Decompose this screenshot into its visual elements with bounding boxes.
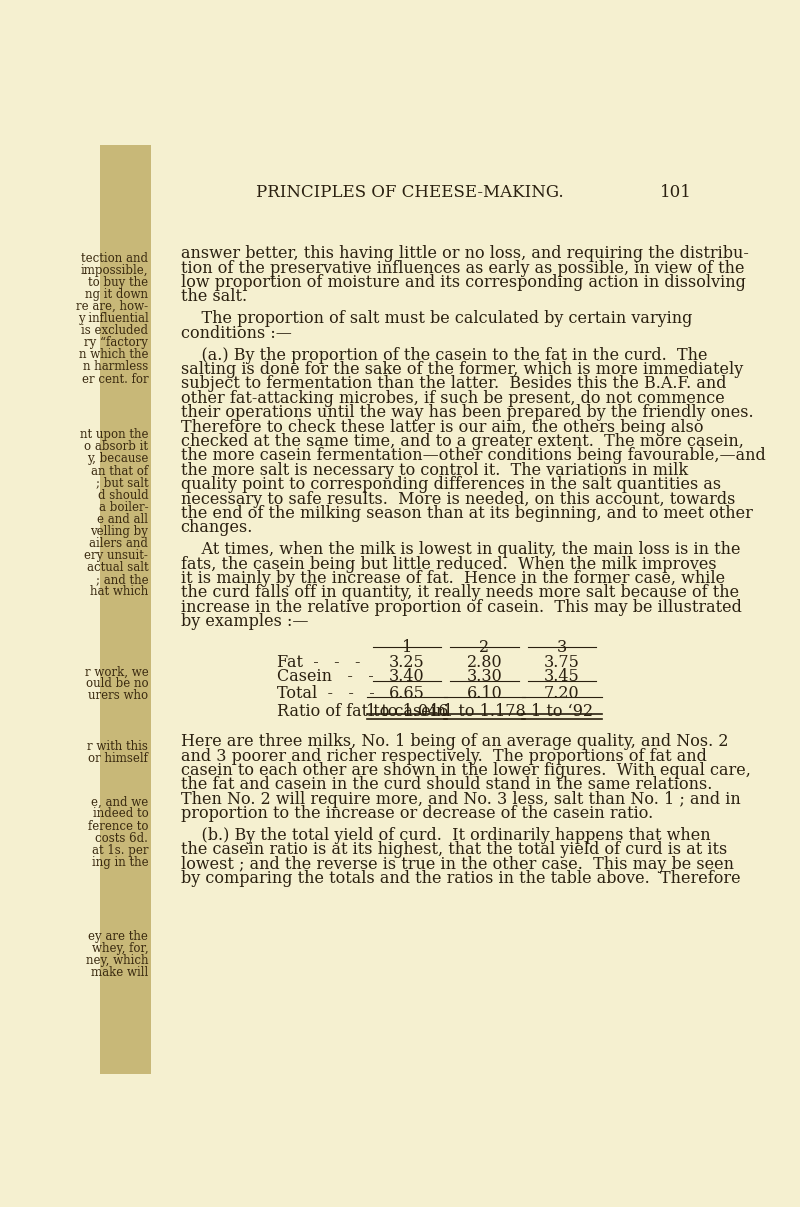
Text: tection and: tection and	[82, 252, 148, 264]
Text: 7.20: 7.20	[544, 684, 580, 702]
Text: 2: 2	[479, 639, 490, 655]
Text: answer better, this having little or no loss, and requiring the distribu-: answer better, this having little or no …	[181, 245, 749, 262]
Text: subject to fermentation than the latter.  Besides this the B.A.F. and: subject to fermentation than the latter.…	[181, 375, 726, 392]
Text: re are, how-: re are, how-	[76, 301, 148, 313]
Text: ry “factory: ry “factory	[85, 337, 148, 349]
Text: velling by: velling by	[90, 525, 148, 538]
Text: 3.45: 3.45	[544, 669, 580, 686]
Text: ould be no: ould be no	[86, 677, 148, 690]
Text: 1 to ‘92: 1 to ‘92	[531, 702, 593, 719]
Text: 6.10: 6.10	[466, 684, 502, 702]
Text: proportion to the increase or decrease of the casein ratio.: proportion to the increase or decrease o…	[181, 805, 653, 822]
Text: actual salt: actual salt	[86, 561, 148, 575]
Text: changes.: changes.	[181, 519, 253, 536]
Text: and 3 poorer and richer respectively.  The proportions of fat and: and 3 poorer and richer respectively. Th…	[181, 747, 706, 764]
Text: 1 to 1.046: 1 to 1.046	[366, 702, 448, 719]
Text: d should: d should	[98, 489, 148, 502]
Text: ; and the: ; and the	[96, 573, 148, 587]
Text: at 1s. per: at 1s. per	[92, 844, 148, 857]
Text: increase in the relative proportion of casein.  This may be illustrated: increase in the relative proportion of c…	[181, 599, 742, 616]
Text: ery unsuit-: ery unsuit-	[85, 549, 148, 562]
Text: Fat  -   -   -: Fat - - -	[277, 654, 360, 671]
Text: Casein   -   -: Casein - -	[277, 669, 374, 686]
Text: the casein ratio is at its highest, that the total yield of curd is at its: the casein ratio is at its highest, that…	[181, 841, 727, 858]
Text: a boiler-: a boiler-	[98, 501, 148, 514]
Text: salting is done for the sake of the former, which is more immediately: salting is done for the sake of the form…	[181, 361, 743, 378]
Text: At times, when the milk is lowest in quality, the main loss is in the: At times, when the milk is lowest in qua…	[181, 541, 740, 558]
Text: n which the: n which the	[78, 349, 148, 361]
Text: the more casein fermentation—other conditions being favourable,—and: the more casein fermentation—other condi…	[181, 448, 766, 465]
Text: 3.25: 3.25	[389, 654, 425, 671]
Text: is excluded: is excluded	[82, 325, 148, 337]
Text: by comparing the totals and the ratios in the table above.  Therefore: by comparing the totals and the ratios i…	[181, 870, 740, 887]
Text: Total  -   -   -: Total - - -	[277, 684, 374, 702]
Text: Then No. 2 will require more, and No. 3 less, salt than No. 1 ; and in: Then No. 2 will require more, and No. 3 …	[181, 791, 740, 807]
Text: 2.80: 2.80	[466, 654, 502, 671]
Text: the curd falls off in quantity, it really needs more salt because of the: the curd falls off in quantity, it reall…	[181, 584, 738, 601]
Text: y, because: y, because	[87, 453, 148, 466]
Text: o absorb it: o absorb it	[84, 441, 148, 454]
Text: y influential: y influential	[78, 313, 148, 325]
Text: their operations until the way has been prepared by the friendly ones.: their operations until the way has been …	[181, 404, 754, 421]
Text: ; but salt: ; but salt	[96, 477, 148, 490]
Text: 3: 3	[557, 639, 567, 655]
Text: 3.30: 3.30	[466, 669, 502, 686]
Text: an that of: an that of	[91, 465, 148, 478]
Text: 6.65: 6.65	[389, 684, 425, 702]
Text: low proportion of moisture and its corresponding action in dissolving: low proportion of moisture and its corre…	[181, 274, 746, 291]
Text: r with this: r with this	[87, 740, 148, 753]
Text: checked at the same time, and to a greater extent.  The more casein,: checked at the same time, and to a great…	[181, 433, 743, 450]
Text: the end of the milking season than at its beginning, and to meet other: the end of the milking season than at it…	[181, 505, 753, 521]
Text: (a.) By the proportion of the casein to the fat in the curd.  The: (a.) By the proportion of the casein to …	[181, 346, 707, 363]
Text: er cent. for: er cent. for	[82, 373, 148, 385]
Text: ailers and: ailers and	[90, 537, 148, 550]
Text: by examples :—: by examples :—	[181, 613, 308, 630]
Text: 1 to 1.178: 1 to 1.178	[443, 702, 526, 719]
Text: casein to each other are shown in the lower figures.  With equal care,: casein to each other are shown in the lo…	[181, 762, 750, 779]
Text: impossible,: impossible,	[81, 264, 148, 276]
Text: tion of the preservative influences as early as possible, in view of the: tion of the preservative influences as e…	[181, 260, 744, 276]
Text: The proportion of salt must be calculated by certain varying: The proportion of salt must be calculate…	[181, 310, 692, 327]
Bar	[100, 145, 151, 1074]
Text: Ratio of fat to casein: Ratio of fat to casein	[277, 702, 446, 719]
Text: the more salt is necessary to control it.  The variations in milk: the more salt is necessary to control it…	[181, 462, 688, 479]
Text: or himself: or himself	[89, 752, 148, 765]
Text: indeed to: indeed to	[93, 807, 148, 821]
Text: whey, for,: whey, for,	[92, 943, 148, 955]
Text: necessary to safe results.  More is needed, on this account, towards: necessary to safe results. More is neede…	[181, 490, 735, 508]
Text: Therefore to check these latter is our aim, the others being also: Therefore to check these latter is our a…	[181, 419, 703, 436]
Text: Here are three milks, No. 1 being of an average quality, and Nos. 2: Here are three milks, No. 1 being of an …	[181, 733, 728, 751]
Text: it is mainly by the increase of fat.  Hence in the former case, while: it is mainly by the increase of fat. Hen…	[181, 570, 725, 587]
Text: 3.75: 3.75	[544, 654, 580, 671]
Text: r work, we: r work, we	[85, 665, 148, 678]
Text: ney, which: ney, which	[86, 955, 148, 967]
Text: hat which: hat which	[90, 585, 148, 599]
Text: urers who: urers who	[88, 689, 148, 702]
Text: n harmless: n harmless	[83, 361, 148, 373]
Text: e and all: e and all	[98, 513, 148, 526]
Text: make will: make will	[91, 967, 148, 979]
Text: (b.) By the total yield of curd.  It ordinarily happens that when: (b.) By the total yield of curd. It ordi…	[181, 827, 710, 844]
Text: 3.40: 3.40	[389, 669, 425, 686]
Text: 101: 101	[660, 183, 692, 200]
Text: PRINCIPLES OF CHEESE-MAKING.: PRINCIPLES OF CHEESE-MAKING.	[256, 183, 564, 200]
Text: ey are the: ey are the	[89, 931, 148, 943]
Text: e, and we: e, and we	[91, 795, 148, 809]
Text: ference to: ference to	[88, 820, 148, 833]
Text: nt upon the: nt upon the	[80, 428, 148, 442]
Text: other fat-attacking microbes, if such be present, do not commence: other fat-attacking microbes, if such be…	[181, 390, 724, 407]
Text: the fat and casein in the curd should stand in the same relations.: the fat and casein in the curd should st…	[181, 776, 712, 793]
Text: ing in the: ing in the	[92, 856, 148, 869]
Text: to buy the: to buy the	[88, 276, 148, 288]
Text: costs 6d.: costs 6d.	[95, 832, 148, 845]
Text: lowest ; and the reverse is true in the other case.  This may be seen: lowest ; and the reverse is true in the …	[181, 856, 734, 873]
Text: fats, the casein being but little reduced.  When the milk improves: fats, the casein being but little reduce…	[181, 555, 716, 572]
Text: the salt.: the salt.	[181, 288, 246, 305]
Text: conditions :—: conditions :—	[181, 325, 291, 342]
Text: ng it down: ng it down	[86, 288, 148, 301]
Text: quality point to corresponding differences in the salt quantities as: quality point to corresponding differenc…	[181, 477, 721, 494]
Text: 1: 1	[402, 639, 412, 655]
